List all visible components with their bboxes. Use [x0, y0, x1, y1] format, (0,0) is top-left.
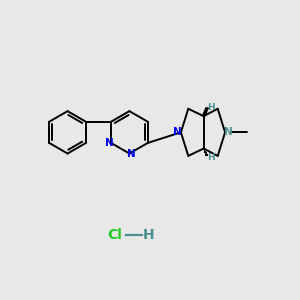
Text: N: N — [224, 127, 233, 137]
Polygon shape — [202, 108, 208, 116]
Text: H: H — [207, 103, 215, 112]
Text: N: N — [105, 138, 114, 148]
Text: H: H — [143, 228, 154, 242]
Text: H: H — [207, 153, 215, 162]
Text: Cl: Cl — [107, 228, 122, 242]
Text: N: N — [127, 148, 136, 158]
Text: N: N — [173, 127, 182, 137]
